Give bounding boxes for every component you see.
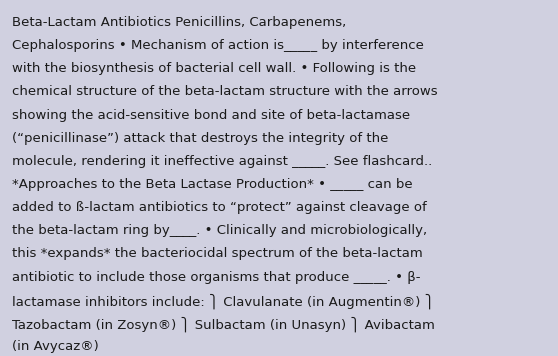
Text: (in Avycaz®): (in Avycaz®) <box>12 340 99 353</box>
Text: showing the acid-sensitive bond and site of beta-lactamase: showing the acid-sensitive bond and site… <box>12 109 410 122</box>
Text: this *expands* the bacteriocidal spectrum of the beta-lactam: this *expands* the bacteriocidal spectru… <box>12 247 423 261</box>
Text: added to ß-lactam antibiotics to “protect” against cleavage of: added to ß-lactam antibiotics to “protec… <box>12 201 427 214</box>
Text: antibiotic to include those organisms that produce _____. • β-: antibiotic to include those organisms th… <box>12 271 421 284</box>
Text: chemical structure of the beta-lactam structure with the arrows: chemical structure of the beta-lactam st… <box>12 85 437 99</box>
Text: *Approaches to the Beta Lactase Production* • _____ can be: *Approaches to the Beta Lactase Producti… <box>12 178 412 191</box>
Text: the beta-lactam ring by____. • Clinically and microbiologically,: the beta-lactam ring by____. • Clinicall… <box>12 224 427 237</box>
Text: lactamase inhibitors include: ⎫ Clavulanate (in Augmentin®) ⎫: lactamase inhibitors include: ⎫ Clavulan… <box>12 294 435 309</box>
Text: Cephalosporins • Mechanism of action is_____ by interference: Cephalosporins • Mechanism of action is_… <box>12 39 424 52</box>
Text: (“penicillinase”) attack that destroys the integrity of the: (“penicillinase”) attack that destroys t… <box>12 132 388 145</box>
Text: Tazobactam (in Zosyn®) ⎫ Sulbactam (in Unasyn) ⎫ Avibactam: Tazobactam (in Zosyn®) ⎫ Sulbactam (in U… <box>12 317 435 332</box>
Text: with the biosynthesis of bacterial cell wall. • Following is the: with the biosynthesis of bacterial cell … <box>12 62 416 75</box>
Text: Beta-Lactam Antibiotics Penicillins, Carbapenems,: Beta-Lactam Antibiotics Penicillins, Car… <box>12 16 347 29</box>
Text: molecule, rendering it ineffective against _____. See flashcard..: molecule, rendering it ineffective again… <box>12 155 432 168</box>
